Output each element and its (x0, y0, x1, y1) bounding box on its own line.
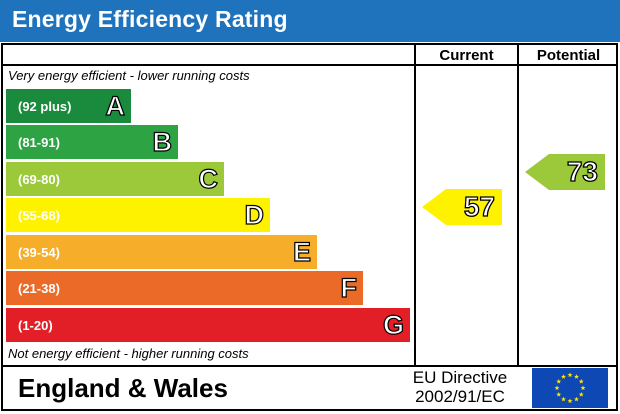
band-g-letter: G (382, 309, 404, 340)
eu-star-icon (574, 396, 579, 402)
column-header-potential: Potential (536, 46, 601, 64)
directive-line-2: 2002/91/EC (415, 387, 505, 406)
region-label: England & Wales (18, 373, 228, 403)
band-d-letter: D (244, 199, 265, 230)
eu-star-icon (567, 372, 573, 378)
divider-current (414, 43, 416, 367)
divider-potential (517, 43, 519, 367)
band-c: (69-80) C (6, 162, 224, 196)
rating-frame (1, 43, 618, 411)
band-e-range: (39-54) (18, 244, 60, 260)
band-b-range: (81-91) (18, 134, 60, 150)
eu-stars-icon (554, 372, 586, 404)
eu-star-icon (561, 396, 566, 402)
eu-star-icon (556, 391, 562, 397)
band-g-range: (1-20) (18, 317, 53, 333)
band-a-letter: A (105, 90, 126, 121)
eu-star-icon (567, 398, 573, 404)
band-b: (81-91) B (6, 125, 178, 159)
eu-star-icon (561, 374, 566, 379)
band-e-letter: E (292, 236, 311, 267)
eu-star-icon (574, 374, 579, 379)
band-e: (39-54) E (6, 235, 317, 269)
band-c-letter: C (198, 163, 219, 194)
band-b-letter: B (152, 126, 173, 157)
eu-star-icon (578, 391, 584, 397)
footer-rule (1, 365, 618, 367)
chart-title: Energy Efficiency Rating (12, 6, 288, 32)
band-g: (1-20) G (6, 308, 410, 342)
header-rule (1, 64, 618, 66)
eu-star-icon (554, 385, 560, 391)
band-f-letter: F (340, 272, 358, 303)
directive-line-1: EU Directive (412, 368, 508, 387)
eu-flag-icon (532, 368, 608, 408)
band-a-range: (92 plus) (18, 98, 72, 114)
potential-rating-value: 73 (566, 156, 598, 187)
eu-star-icon (556, 378, 562, 384)
eu-star-icon (580, 385, 586, 391)
column-header-current: Current (439, 46, 494, 64)
band-d: (55-68) D (6, 198, 270, 232)
eu-star-icon (578, 378, 584, 384)
band-f: (21-38) F (6, 271, 363, 305)
note-efficient: Very energy efficient - lower running co… (8, 68, 250, 83)
band-f-range: (21-38) (18, 280, 60, 296)
band-a: (92 plus) A (6, 89, 131, 123)
band-c-range: (69-80) (18, 171, 60, 187)
title-bar: Energy Efficiency Rating (0, 0, 620, 42)
current-rating-value: 57 (463, 191, 495, 222)
band-d-range: (55-68) (18, 207, 60, 223)
note-inefficient: Not energy efficient - higher running co… (8, 346, 249, 361)
